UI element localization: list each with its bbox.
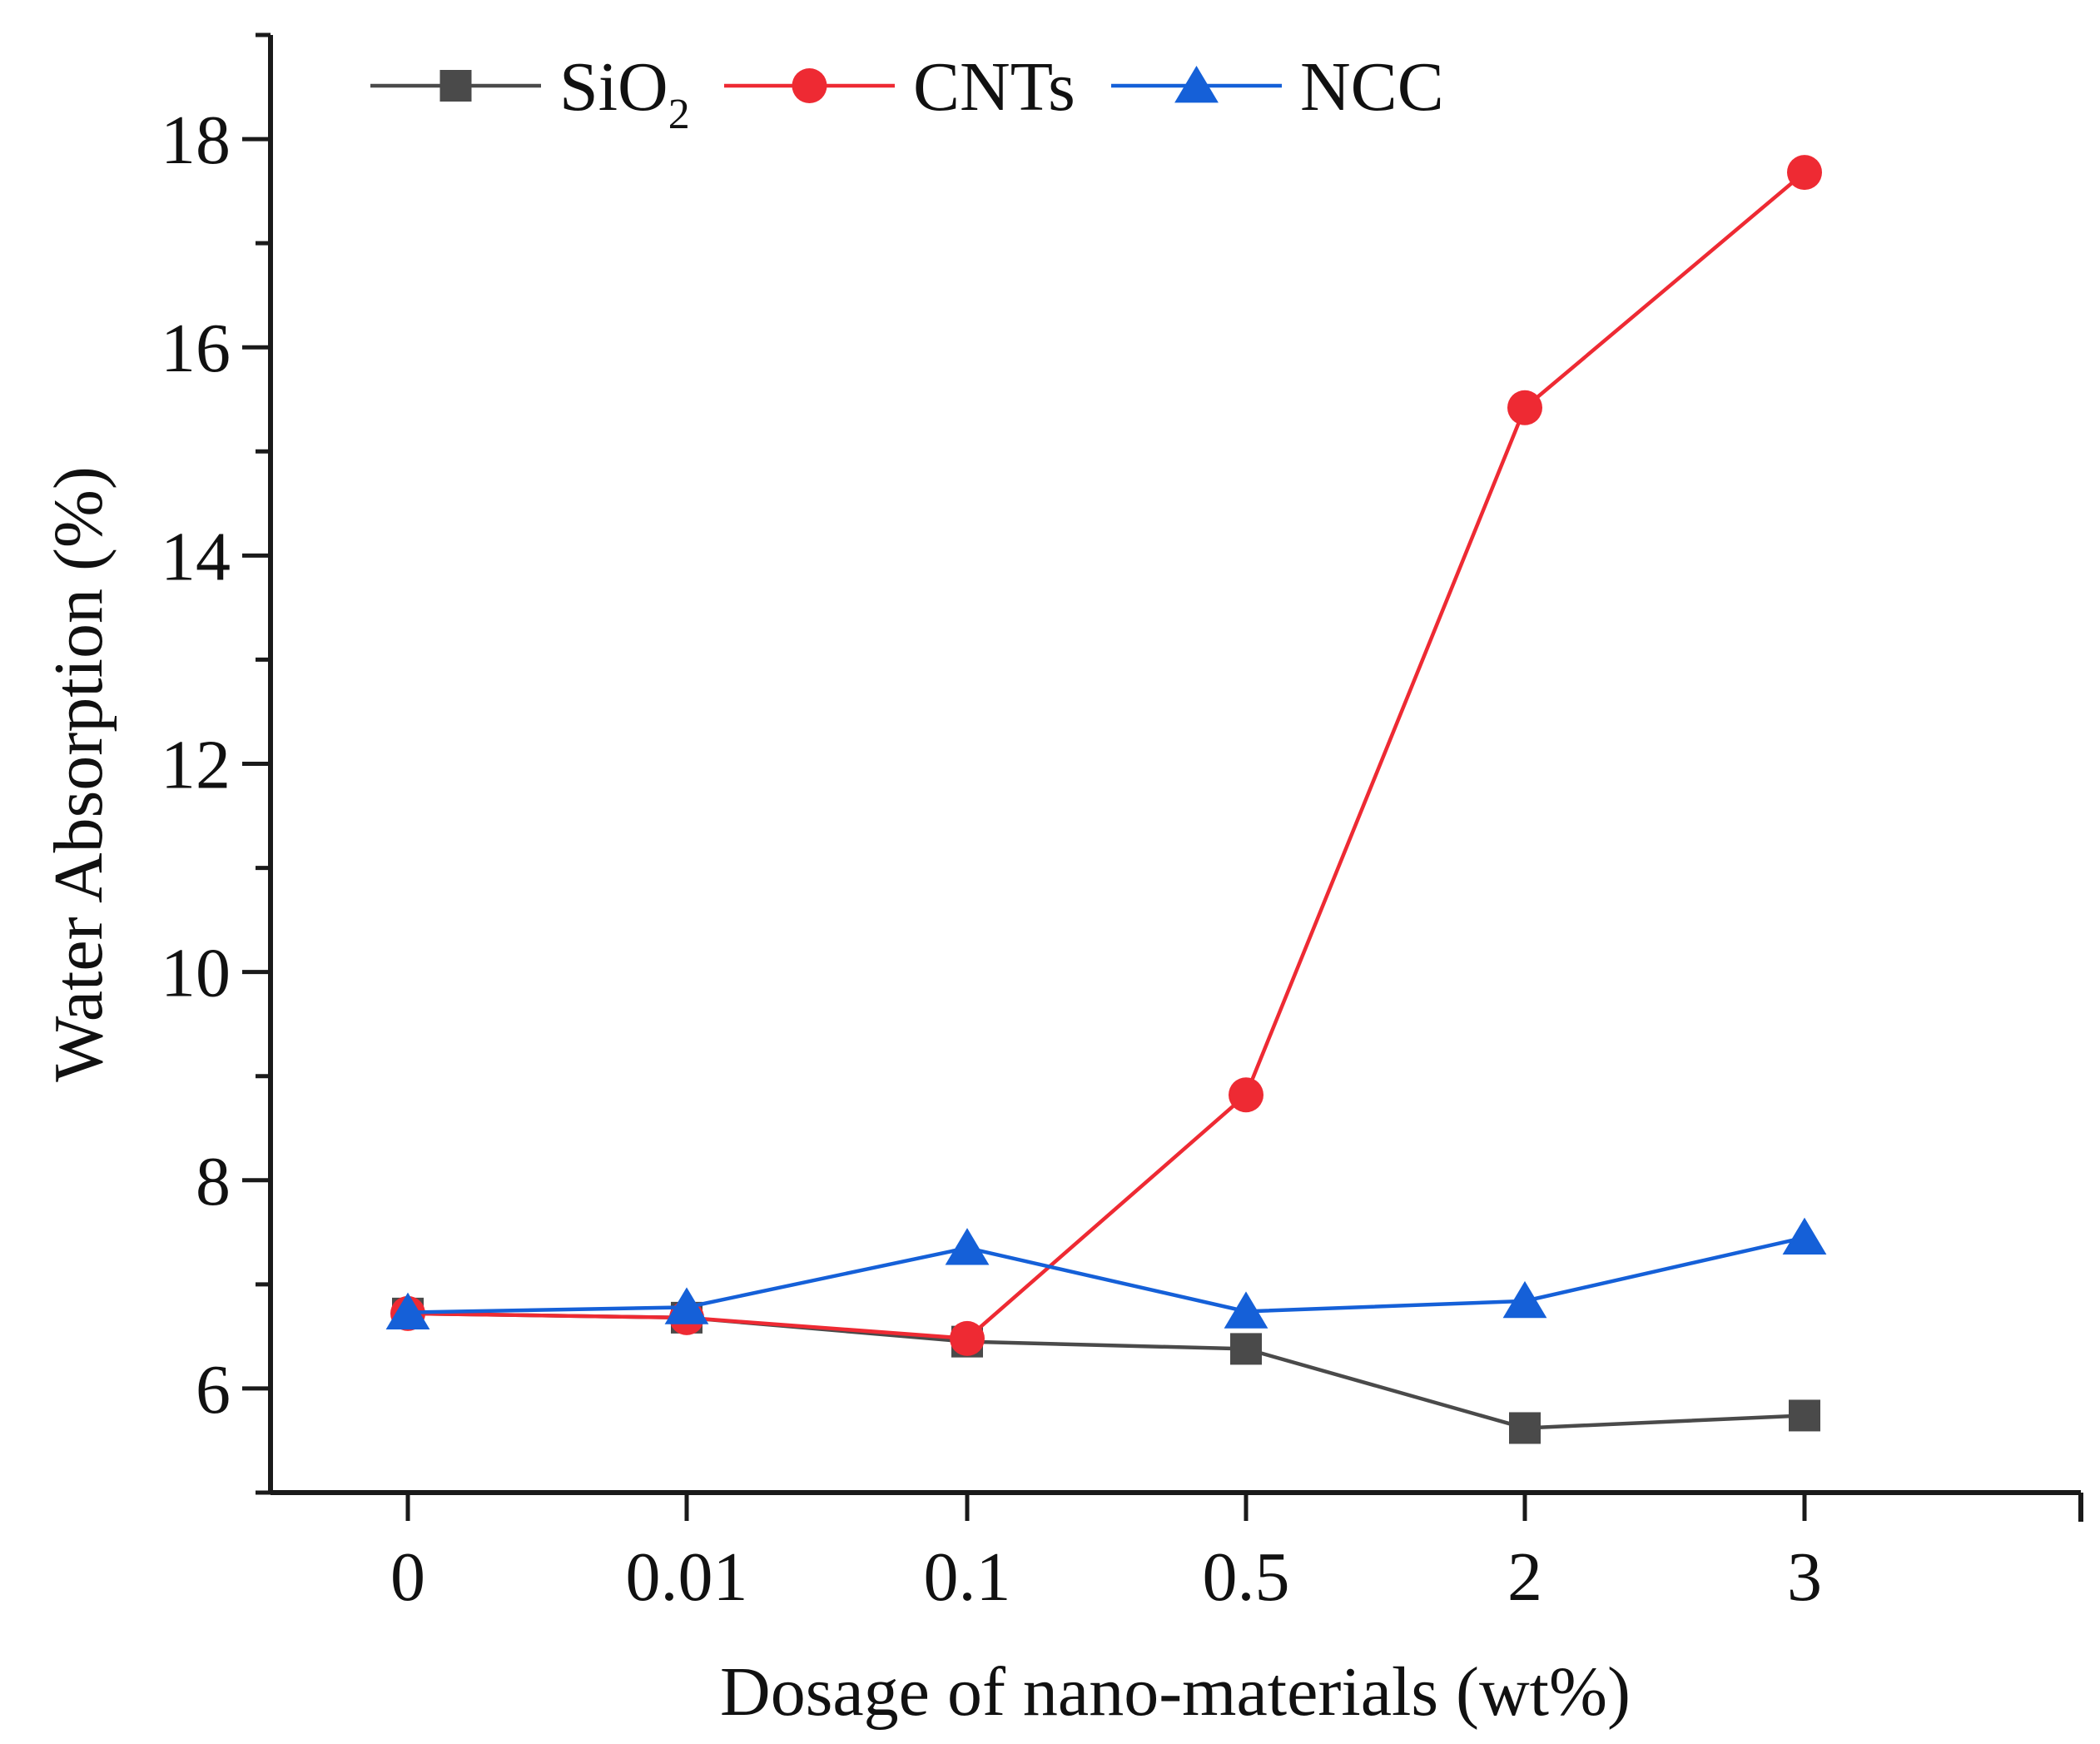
data-point-cnts — [1229, 1077, 1263, 1113]
plot-frame — [268, 35, 2083, 1522]
y-tick-label: 12 — [161, 727, 231, 804]
y-ticks: 6 8 10 12 14 16 18 — [161, 32, 271, 1495]
x-tick-label: 3 — [1787, 1538, 1822, 1616]
y-tick-label: 14 — [161, 518, 231, 595]
data-point-cnts — [950, 1320, 985, 1356]
series-layer — [385, 155, 1827, 1444]
legend-marker-sio2 — [439, 70, 472, 102]
series-line-sio2 — [407, 1311, 1805, 1430]
x-tick-label: 0.5 — [1203, 1538, 1290, 1616]
legend-label-sio2: SiO2 — [559, 48, 690, 138]
legend-item-sio2: SiO2 — [370, 48, 690, 138]
data-point-cnts — [1787, 155, 1822, 191]
y-tick-label: 6 — [196, 1351, 231, 1428]
data-point-ncc — [945, 1228, 990, 1265]
data-point-ncc — [1224, 1291, 1268, 1329]
series-ncc — [385, 1217, 1827, 1330]
series-line-cnts — [407, 171, 1806, 1341]
x-axis-title: Dosage of nano-materials (wt%) — [720, 1653, 1631, 1731]
series-sio2 — [392, 1297, 1820, 1444]
data-point-ncc — [664, 1287, 709, 1324]
data-point-ncc — [1502, 1280, 1547, 1319]
legend: SiO2 CNTs NCC — [370, 48, 1444, 138]
data-point-ncc — [385, 1292, 430, 1330]
y-tick-label: 8 — [196, 1143, 231, 1220]
series-cnts — [390, 155, 1822, 1356]
y-axis-title: Water Absorption (%) — [40, 466, 117, 1082]
legend-item-cnts: CNTs — [724, 48, 1075, 126]
series-line-ncc — [407, 1235, 1805, 1314]
legend-item-ncc: NCC — [1111, 48, 1444, 126]
data-point-sio2 — [1789, 1399, 1820, 1432]
legend-label-ncc: NCC — [1300, 48, 1444, 126]
data-point-sio2 — [1509, 1412, 1541, 1444]
x-tick-label: 2 — [1507, 1538, 1542, 1616]
data-point-sio2 — [1230, 1333, 1262, 1365]
data-point-cnts — [1507, 390, 1542, 425]
legend-label-cnts: CNTs — [913, 48, 1075, 126]
x-tick-label: 0 — [390, 1538, 425, 1616]
x-tick-label: 0.01 — [626, 1538, 748, 1616]
y-tick-label: 16 — [161, 310, 231, 387]
legend-marker-ncc — [1174, 66, 1219, 103]
data-point-ncc — [1782, 1217, 1827, 1255]
x-ticks: 0 0.01 0.1 0.5 2 3 — [390, 1493, 1822, 1616]
y-tick-label: 18 — [161, 102, 231, 179]
y-tick-label: 10 — [161, 935, 231, 1012]
x-tick-label: 0.1 — [924, 1538, 1011, 1616]
legend-marker-cnts — [792, 68, 827, 103]
